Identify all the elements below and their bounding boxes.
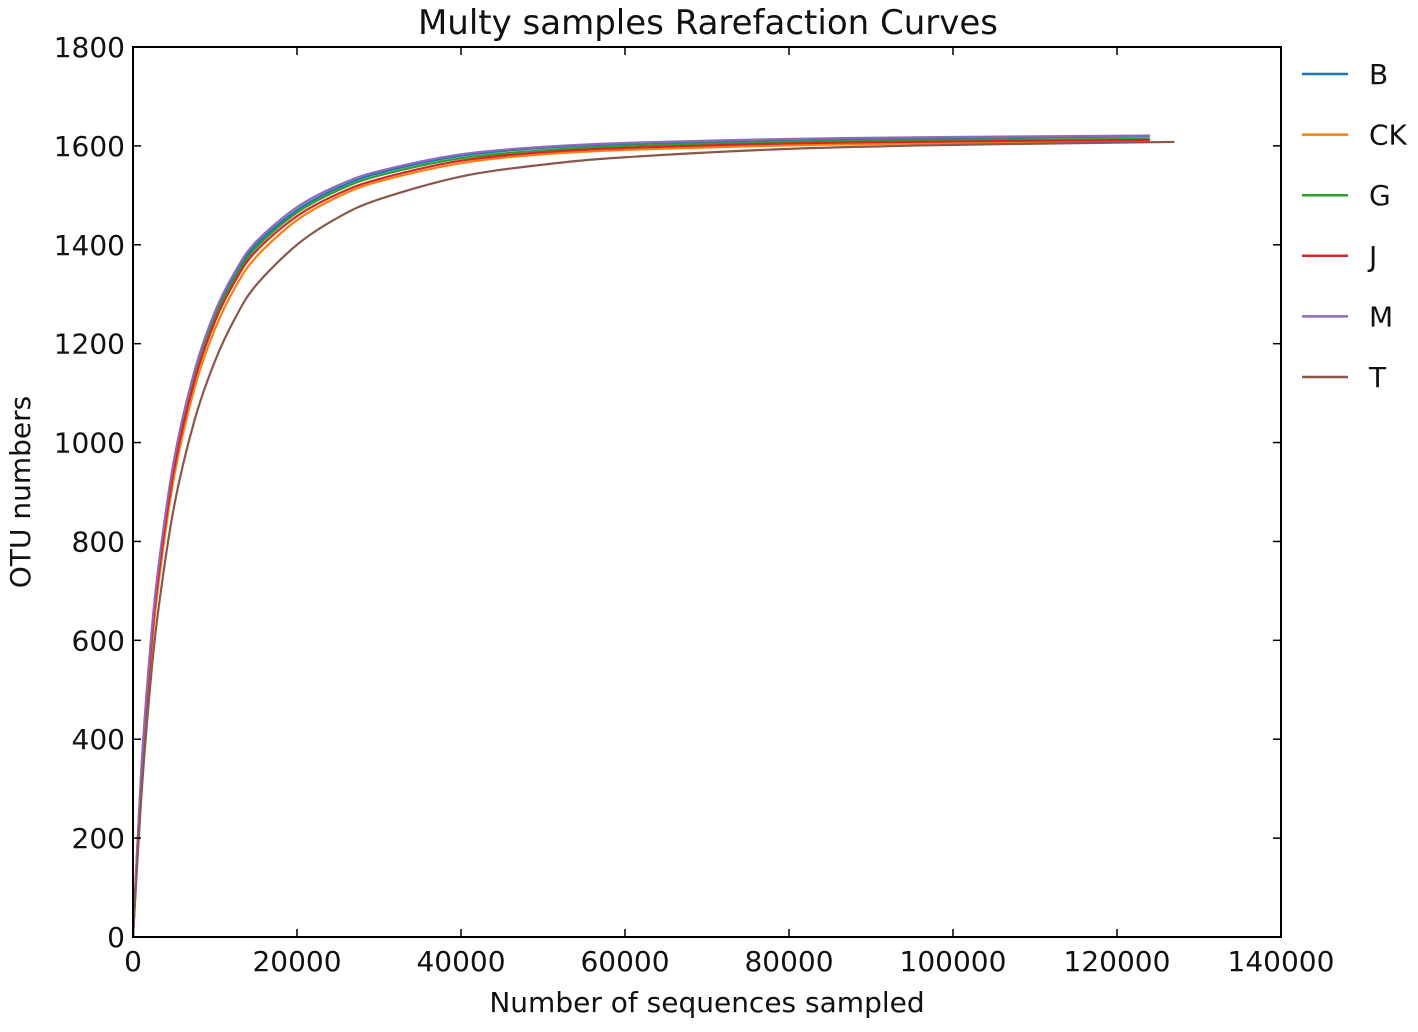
legend-label-m: M <box>1369 300 1393 333</box>
legend-label-g: G <box>1369 179 1391 212</box>
x-tick-label: 60000 <box>580 945 669 978</box>
y-tick-label: 0 <box>107 921 125 954</box>
plot-frame <box>132 46 1282 938</box>
legend-label-t: T <box>1368 361 1387 394</box>
series-line-m <box>131 134 1150 938</box>
y-tick-label: 200 <box>72 822 125 855</box>
y-tick-label: 1800 <box>54 31 125 64</box>
y-tick-label: 600 <box>72 624 125 657</box>
legend-label-j: J <box>1367 240 1377 273</box>
y-tick-label: 1000 <box>54 427 125 460</box>
x-axis-label: Number of sequences sampled <box>489 986 924 1019</box>
x-axis: 0 20000 40000 60000 80000 100000 120000 140000 <box>124 47 1334 978</box>
x-tick-label: 100000 <box>900 945 1007 978</box>
x-tick-label: 20000 <box>252 945 341 978</box>
x-tick-label: 40000 <box>416 945 505 978</box>
x-tick-label: 140000 <box>1228 945 1335 978</box>
y-tick-label: 1400 <box>54 229 125 262</box>
plot-area <box>131 134 1175 938</box>
legend-label-b: B <box>1369 58 1388 91</box>
y-axis-label: OTU numbers <box>4 396 37 588</box>
x-tick-label: 80000 <box>744 945 833 978</box>
y-tick-label: 400 <box>72 723 125 756</box>
y-tick-label: 1200 <box>54 328 125 361</box>
y-axis: 0 200 400 600 800 1000 1200 1400 1600 1800 <box>54 31 1281 954</box>
chart-title: Multy samples Rarefaction Curves <box>418 3 998 43</box>
legend-label-ck: CK <box>1369 119 1408 152</box>
y-tick-label: 1600 <box>54 130 125 163</box>
series-line-t <box>131 140 1175 938</box>
x-tick-label: 0 <box>124 945 142 978</box>
y-tick-label: 800 <box>72 525 125 558</box>
x-tick-label: 120000 <box>1064 945 1171 978</box>
